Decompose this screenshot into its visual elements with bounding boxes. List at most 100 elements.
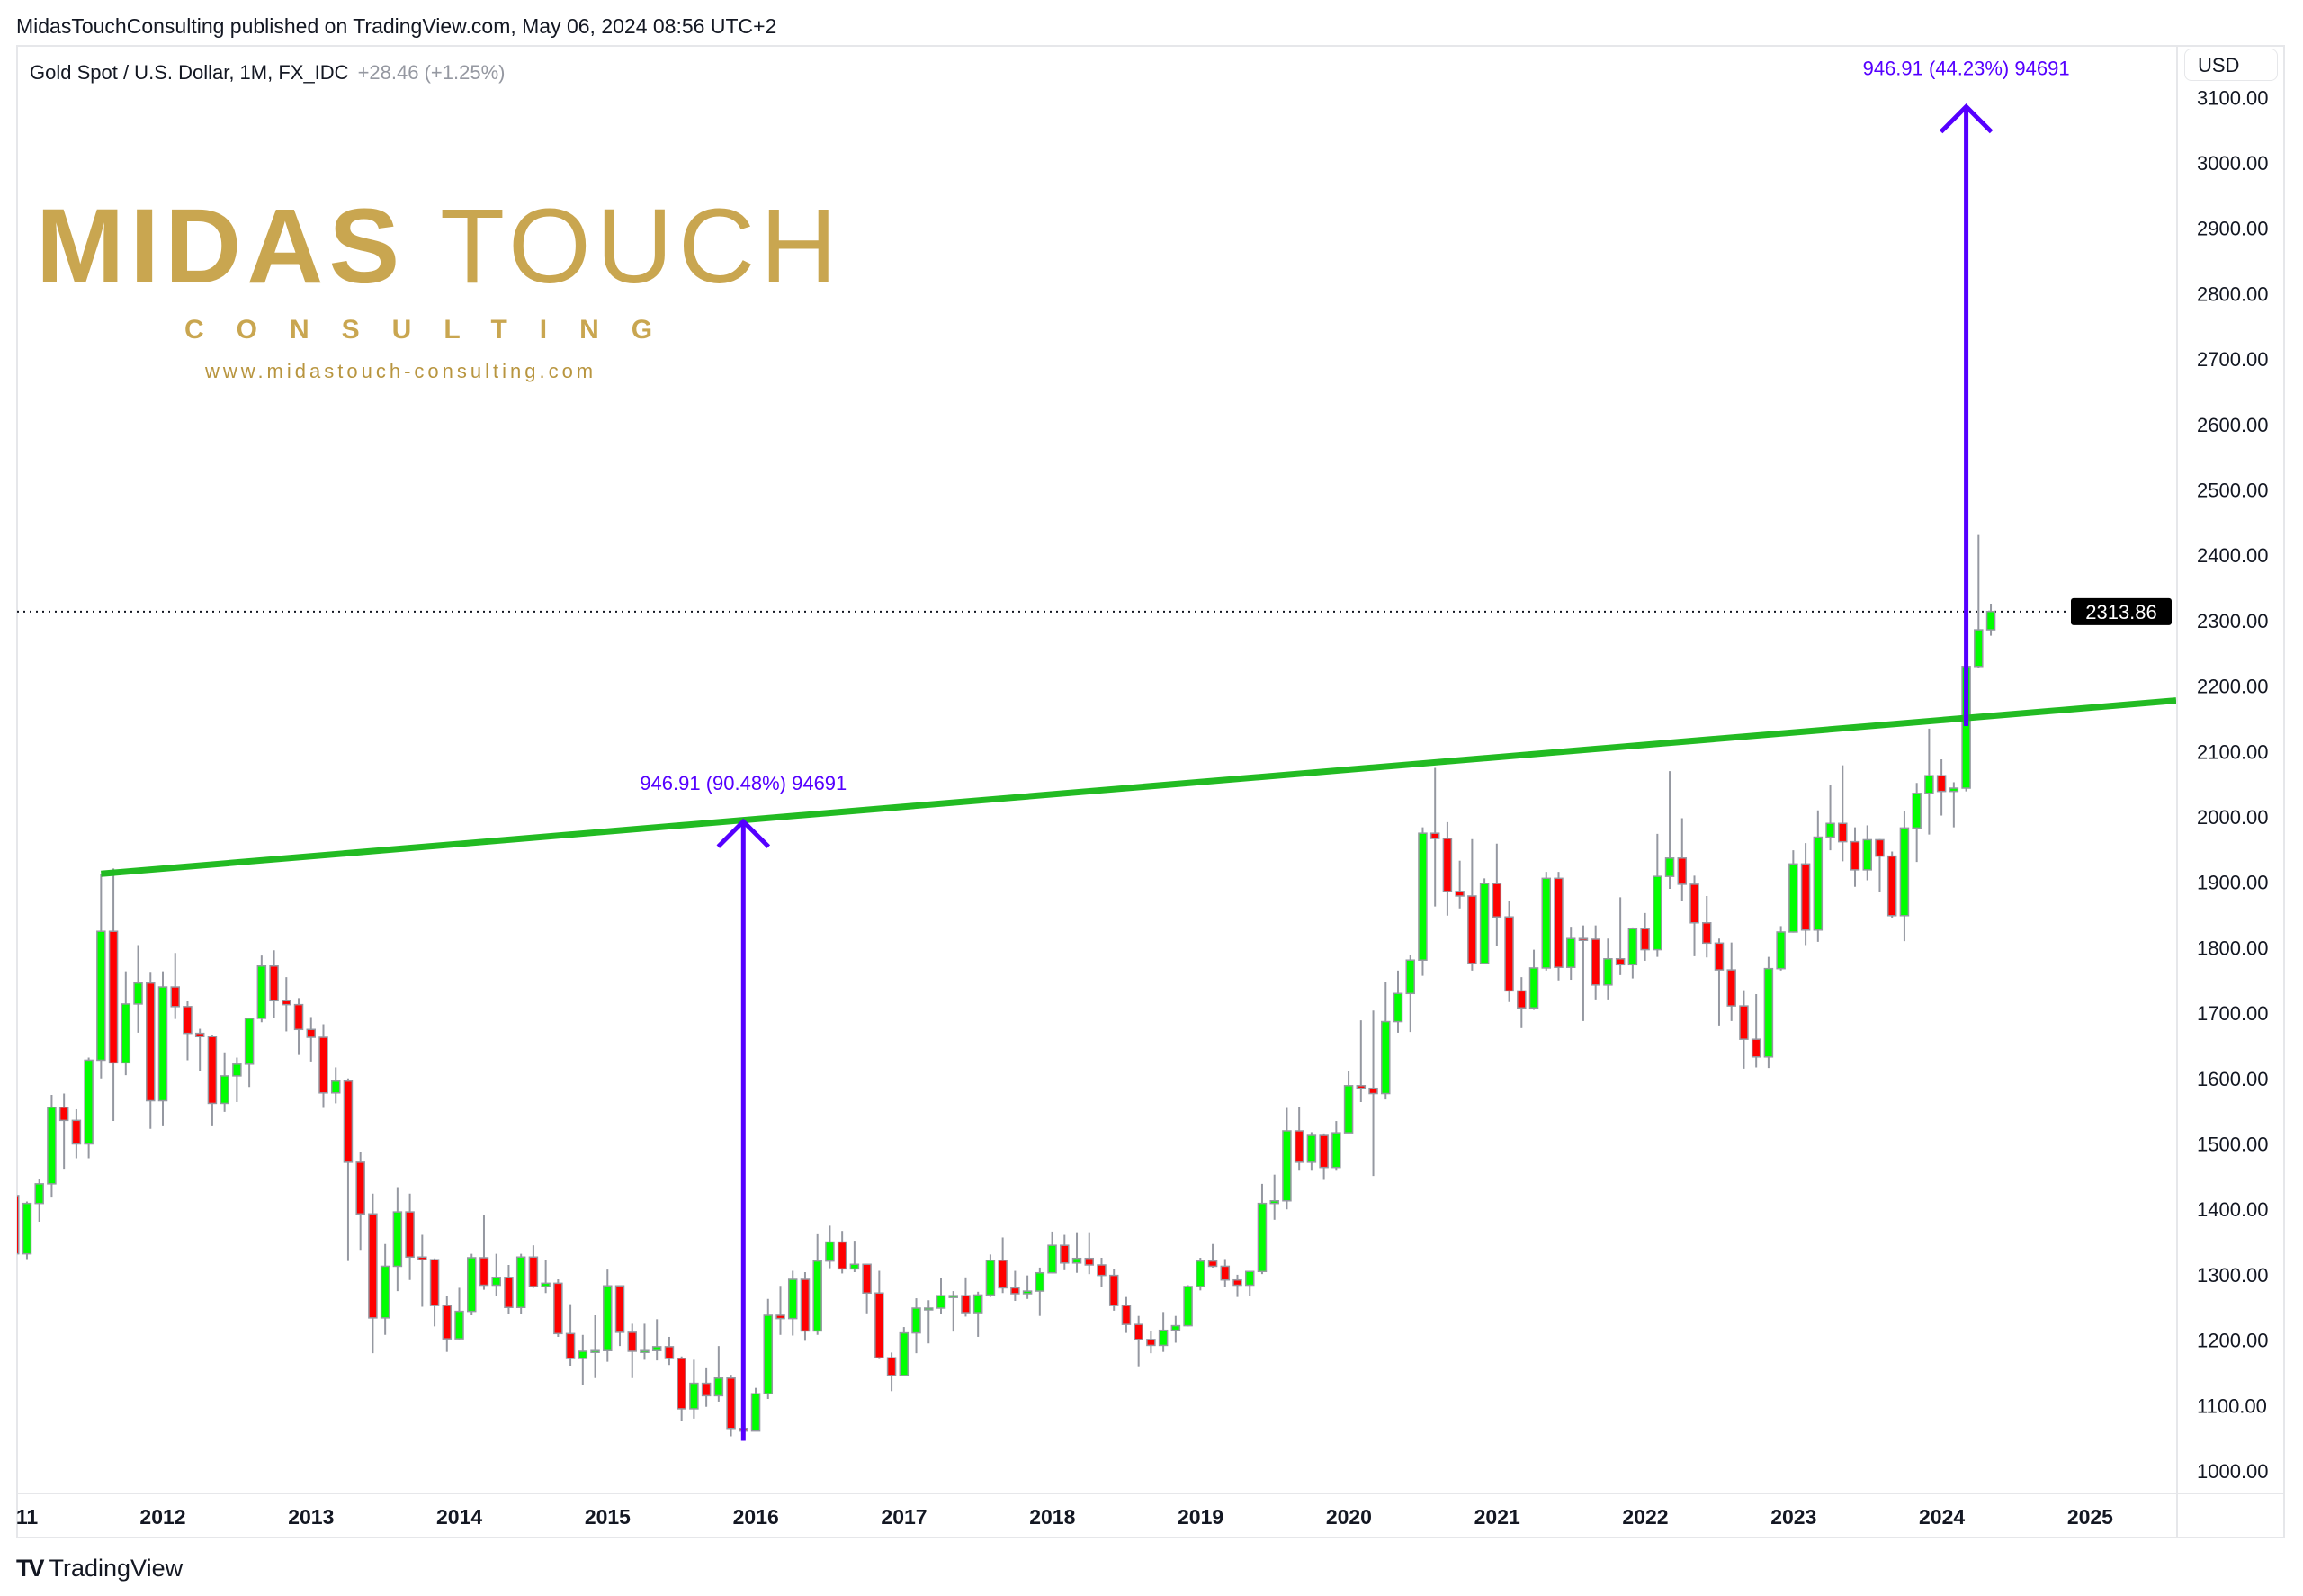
candle — [627, 1323, 637, 1378]
candle — [1331, 1121, 1341, 1171]
candle-body — [1554, 877, 1564, 968]
candle — [1565, 927, 1576, 981]
candle — [1554, 872, 1564, 981]
candle-body — [1047, 1244, 1057, 1274]
candle — [1429, 767, 1440, 907]
candle-body — [84, 1059, 94, 1145]
candle — [157, 971, 168, 1126]
candle-body — [590, 1349, 600, 1353]
time-tick: 11 — [16, 1505, 39, 1529]
candle-body — [1689, 883, 1699, 924]
candle — [787, 1270, 798, 1336]
time-axis[interactable]: 11 2012 2013 2014 2015 2016 2017 2018 2019 2020 20… — [16, 1505, 2113, 1529]
candle — [689, 1359, 699, 1419]
candles — [17, 534, 1996, 1441]
candle — [392, 1187, 403, 1292]
candle — [306, 1017, 317, 1062]
candle-body — [96, 930, 106, 1062]
candle — [1591, 925, 1600, 1000]
candle-body — [998, 1260, 1008, 1289]
candle — [1393, 970, 1403, 1033]
time-tick: 2019 — [1178, 1505, 1223, 1529]
candle — [1294, 1107, 1304, 1171]
candle — [1084, 1232, 1094, 1275]
candle-body — [71, 1119, 82, 1145]
candle-body — [1739, 1005, 1749, 1040]
tradingview-logo[interactable]: TV TradingView — [16, 1555, 183, 1583]
candle — [232, 1057, 242, 1102]
candle — [1653, 833, 1662, 957]
price-tick: 2500.00 — [2197, 480, 2269, 502]
candle — [998, 1237, 1008, 1294]
candle — [590, 1314, 600, 1378]
candle — [1528, 949, 1539, 1010]
candle-body — [1776, 931, 1786, 970]
candle-body — [1504, 916, 1514, 992]
candle-body — [146, 982, 156, 1102]
candle — [121, 971, 131, 1076]
candle — [1207, 1243, 1218, 1268]
price-tick: 1500.00 — [2197, 1134, 2269, 1156]
candle — [1467, 838, 1477, 971]
candle-body — [849, 1263, 860, 1270]
trendline[interactable] — [101, 697, 2176, 877]
candle — [1776, 926, 1786, 971]
candle-body — [1170, 1324, 1181, 1331]
candle — [429, 1258, 440, 1327]
candle-body — [429, 1259, 440, 1306]
time-tick: 2020 — [1326, 1505, 1372, 1529]
candle-body — [108, 930, 119, 1064]
candle-body — [442, 1305, 453, 1340]
measure-arrow[interactable]: 946.91 (90.48%) 94691 — [640, 772, 847, 1441]
candle — [1985, 603, 1996, 636]
candle-body — [330, 1080, 341, 1094]
candle-body — [1615, 958, 1626, 966]
candle-body — [1368, 1087, 1378, 1095]
price-tick: 3100.00 — [2197, 86, 2269, 109]
candle — [1825, 785, 1835, 851]
candle-body — [343, 1080, 354, 1163]
candle-body — [677, 1358, 686, 1410]
candle-body — [553, 1282, 563, 1335]
candle-body — [1134, 1323, 1143, 1340]
candle — [17, 1195, 20, 1255]
candle — [1158, 1312, 1169, 1352]
candle — [355, 1152, 365, 1251]
measure-arrow[interactable]: 946.91 (44.23%) 94691 — [1863, 58, 2070, 726]
candle — [1269, 1174, 1279, 1220]
candle-body — [713, 1377, 724, 1397]
time-tick: 2022 — [1622, 1505, 1668, 1529]
candle — [528, 1245, 539, 1288]
candle-body — [972, 1294, 983, 1314]
candle-body — [133, 982, 143, 1005]
candle — [1739, 990, 1749, 1069]
measure-annotations[interactable]: 946.91 (90.48%) 94691 946.91 (44.23%) 946… — [640, 58, 2070, 1441]
candle — [405, 1193, 415, 1280]
candle-body — [47, 1107, 57, 1185]
candle — [1244, 1270, 1255, 1296]
candle-body — [1838, 822, 1848, 843]
candle-body — [1974, 629, 1984, 668]
candle-body — [1010, 1287, 1020, 1295]
candle — [343, 1078, 354, 1261]
candle — [849, 1241, 860, 1272]
candle — [614, 1285, 625, 1347]
currency-button[interactable]: USD — [2184, 49, 2278, 81]
candle-body — [812, 1260, 822, 1332]
candle-body — [1788, 863, 1798, 933]
candle-body — [1541, 877, 1552, 969]
candle — [1875, 838, 1885, 892]
symbol-legend[interactable]: Gold Spot / U.S. Dollar, 1M, FX_IDC +28.4… — [30, 61, 505, 85]
candle — [1368, 1010, 1378, 1177]
candle-body — [1640, 928, 1650, 951]
price-axis[interactable]: 1000.00 1100.00 1200.00 1300.00 1400.00 1500.… — [2197, 86, 2269, 1483]
candle — [1060, 1234, 1070, 1270]
price-change: +28.46 (+1.25%) — [357, 61, 506, 84]
candle-body — [1158, 1329, 1169, 1347]
candle-body — [1800, 863, 1811, 931]
candle-body — [405, 1211, 415, 1259]
candle-body — [491, 1277, 501, 1287]
candle — [380, 1243, 390, 1335]
candle — [565, 1304, 576, 1366]
